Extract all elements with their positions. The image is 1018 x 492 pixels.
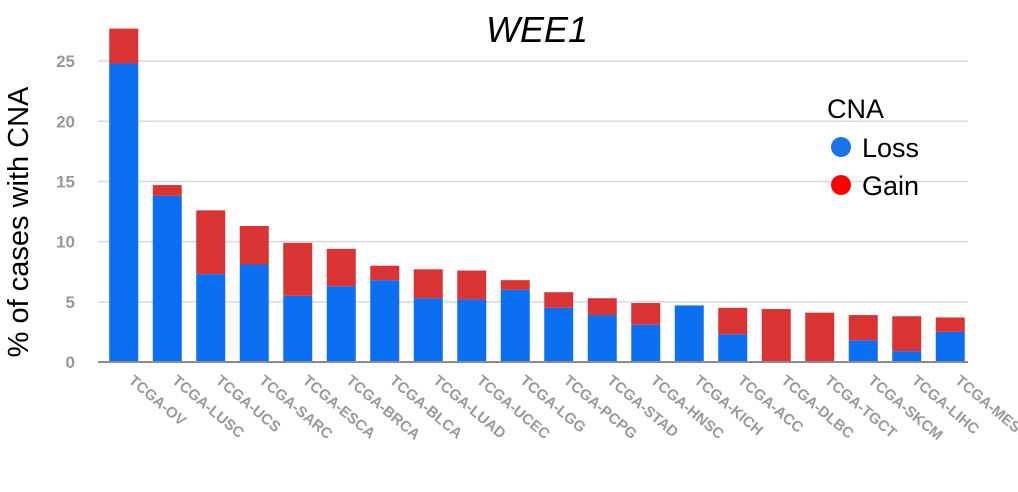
bar-loss-tcga-acc: [718, 334, 748, 362]
bar-gain-tcga-ov: [109, 28, 139, 64]
bar-loss-tcga-ucec: [457, 299, 487, 362]
y-axis-label: % of cases with CNA: [3, 86, 35, 357]
y-axis-ticks: 0 5 10 15 20 25: [56, 52, 75, 372]
bar-gain-tcga-lusc: [152, 185, 182, 196]
bar-gain-tcga-acc: [718, 307, 748, 335]
y-tick-label: 25: [56, 52, 75, 71]
bar-gain-tcga-blca: [370, 265, 400, 281]
bar-gain-tcga-skcm: [848, 315, 878, 341]
bar-gain-tcga-ucs: [196, 210, 226, 275]
y-tick-label: 5: [66, 293, 75, 312]
bar-loss-tcga-lusc: [152, 195, 182, 362]
bar-gain-tcga-pcpg: [544, 292, 574, 308]
legend-label-gain: Gain: [862, 171, 919, 201]
bar-loss-tcga-pcpg: [544, 307, 574, 362]
bar-loss-tcga-esca: [283, 295, 313, 362]
bar-gain-tcga-dlbc: [761, 309, 791, 362]
bar-gain-tcga-tgct: [805, 312, 835, 362]
bar-loss-tcga-skcm: [848, 340, 878, 362]
bar-loss-tcga-lihc: [892, 351, 922, 362]
bar-gain-tcga-meso: [935, 317, 965, 332]
bar-gain-tcga-hnsc: [631, 303, 661, 325]
y-tick-label: 0: [66, 353, 75, 372]
y-tick-label: 15: [56, 172, 75, 191]
bar-loss-tcga-ov: [109, 63, 139, 363]
bar-loss-tcga-sarc: [239, 264, 269, 362]
bar-gain-tcga-brca: [326, 248, 356, 287]
bar-loss-tcga-meso: [935, 331, 965, 362]
legend-label-loss: Loss: [862, 133, 919, 163]
y-tick-label: 10: [56, 233, 75, 252]
bar-gain-tcga-luad: [413, 269, 443, 299]
bar-gain-tcga-esca: [283, 242, 313, 296]
bar-gain-tcga-lihc: [892, 316, 922, 352]
legend-marker-gain: [831, 175, 851, 195]
bar-loss-tcga-kich: [674, 305, 704, 362]
bar-gain-tcga-sarc: [239, 225, 269, 265]
legend: CNA Loss Gain: [827, 94, 919, 201]
bar-loss-tcga-hnsc: [631, 324, 661, 362]
bar-loss-tcga-stad: [587, 315, 617, 362]
bars: [109, 28, 965, 363]
bar-loss-tcga-blca: [370, 280, 400, 362]
x-tick-label: TCGA-SKCM: [865, 372, 946, 444]
chart-title: WEE1: [486, 9, 588, 50]
bar-loss-tcga-lgg: [500, 289, 530, 362]
bar-gain-tcga-lgg: [500, 280, 530, 290]
bar-gain-tcga-ucec: [457, 270, 487, 300]
y-tick-label: 20: [56, 112, 75, 131]
bar-loss-tcga-brca: [326, 286, 356, 362]
legend-marker-loss: [831, 137, 851, 157]
x-axis-ticks: TCGA-OVTCGA-LUSCTCGA-UCSTCGA-SARCTCGA-ES…: [125, 372, 1018, 444]
bar-loss-tcga-luad: [413, 298, 443, 362]
bar-gain-tcga-stad: [587, 298, 617, 316]
bar-loss-tcga-ucs: [196, 274, 226, 362]
legend-title: CNA: [827, 94, 884, 124]
